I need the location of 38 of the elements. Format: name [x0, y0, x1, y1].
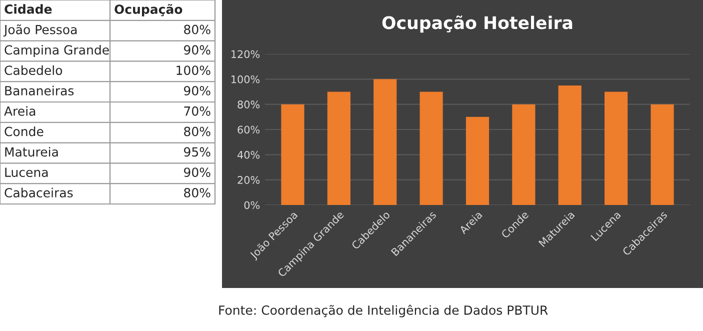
text: Cabedelo: [4, 65, 62, 76]
text: 90%: [184, 45, 210, 55]
bar: [604, 92, 628, 205]
text: 80%: [184, 24, 210, 34]
y-tick-label: 100%: [232, 75, 260, 84]
bar: [281, 104, 304, 205]
text: 80%: [184, 188, 210, 198]
text: Bananeiras: [5, 86, 74, 96]
bar: [420, 92, 443, 205]
y-tick-label: 80%: [238, 100, 260, 108]
bar: [558, 85, 582, 205]
text: 100%: [176, 66, 210, 76]
bar: [374, 79, 397, 205]
text: 70%: [184, 106, 210, 116]
text: 80%: [184, 126, 210, 136]
text: Areia: [4, 106, 36, 116]
bar: [327, 92, 350, 205]
text: 90%: [184, 168, 210, 178]
text: João Pessoa: [3, 24, 77, 37]
y-tick-label: 20%: [238, 176, 260, 184]
text: Lucena: [5, 168, 48, 178]
y-tick-label: 0%: [244, 201, 260, 210]
text: Cidade: [4, 4, 52, 14]
text: Ocupação: [114, 4, 182, 16]
y-tick-label: 40%: [237, 150, 260, 159]
source-note: Fonte: Coordenação de Inteligência de Dados PBTUR: [219, 304, 548, 318]
bar: [466, 116, 490, 205]
y-tick-label: 120%: [232, 50, 260, 58]
bar: [650, 104, 674, 205]
text: 95%: [184, 147, 210, 157]
text: 90%: [184, 86, 210, 96]
text: Matureia: [5, 146, 58, 157]
text: Conde: [4, 126, 44, 136]
chart-title: Ocupação Hoteleira: [382, 15, 572, 33]
y-tick-label: 60%: [238, 126, 260, 134]
text: Campina Grande: [4, 44, 109, 58]
bar: [512, 104, 536, 205]
text: Cabaceiras: [4, 188, 73, 198]
